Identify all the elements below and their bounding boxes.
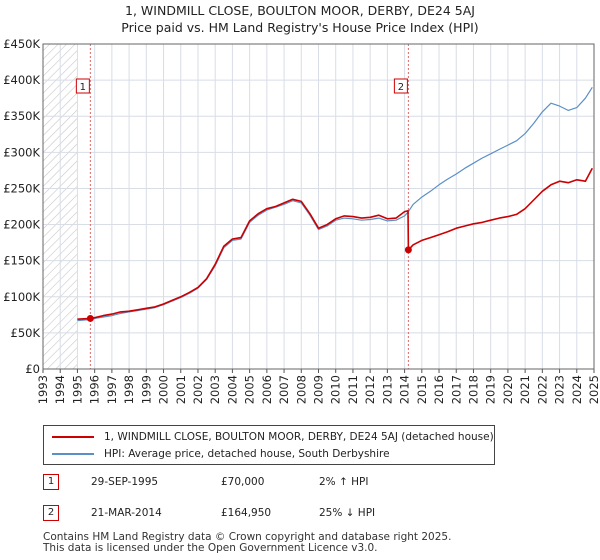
x-tick-label: 2017: [449, 375, 463, 404]
transaction-price: £70,000: [221, 476, 265, 488]
x-tick-label: 2016: [432, 375, 446, 404]
legend-label-property: 1, WINDMILL CLOSE, BOULTON MOOR, DERBY, …: [104, 431, 494, 443]
x-tick-label: 1999: [139, 375, 153, 404]
x-tick-label: 2025: [587, 375, 600, 404]
sale-point-2: [404, 246, 412, 254]
y-tick-label: £400K: [3, 73, 40, 87]
y-tick-label: £250K: [3, 181, 40, 195]
x-tick-label: 1995: [70, 375, 84, 404]
x-tick-label: 2004: [225, 375, 239, 404]
x-tick-label: 2001: [174, 375, 188, 404]
x-tick-label: 2022: [535, 375, 549, 404]
y-tick-label: £200K: [3, 218, 40, 232]
legend-item-hpi: HPI: Average price, detached house, Sout…: [52, 447, 390, 461]
y-tick-label: £50K: [11, 326, 41, 340]
property-price-line: [77, 167, 594, 320]
transaction-date: 21-MAR-2014: [91, 507, 162, 519]
x-tick-label: 2021: [518, 375, 532, 404]
x-tick-label: 2013: [380, 375, 394, 404]
transaction-badge: 1: [43, 474, 59, 490]
legend-item-property: 1, WINDMILL CLOSE, BOULTON MOOR, DERBY, …: [52, 430, 494, 444]
sale-point-1: [86, 314, 94, 322]
marker-2-label: 2: [398, 82, 404, 93]
x-tick-label: 2015: [415, 375, 429, 404]
x-tick-label: 1997: [105, 375, 119, 404]
transaction-badge: 2: [43, 505, 59, 521]
hpi-line: [77, 86, 593, 322]
y-tick-label: £300K: [3, 145, 40, 159]
x-tick-label: 2010: [329, 375, 343, 404]
y-tick-label: £350K: [3, 109, 40, 123]
price-chart: £0 £50K £100K £150K £200K £250K £300K £350K £400…: [3, 37, 600, 404]
y-tick-label: £450K: [3, 37, 40, 51]
x-tick-label: 2014: [398, 375, 412, 404]
marker-2-box: [393, 78, 408, 94]
x-tick-label: 2012: [363, 375, 377, 404]
x-tick-label: 2011: [346, 375, 360, 404]
plot-border: [42, 43, 595, 370]
x-tick-label: 2005: [243, 375, 257, 404]
x-tick-label: 2009: [312, 375, 326, 404]
x-tick-label: 1998: [122, 375, 136, 404]
transaction-date: 29-SEP-1995: [91, 476, 159, 488]
x-tick-label: 2023: [553, 375, 567, 404]
footer-copyright: Contains HM Land Registry data © Crown c…: [43, 531, 452, 543]
transaction-price: £164,950: [221, 507, 272, 519]
x-tick-label: 2024: [570, 375, 584, 404]
chart-subtitle: Price paid vs. HM Land Registry's House …: [121, 20, 479, 35]
x-tick-label: 2019: [484, 375, 498, 404]
x-tick-label: 2020: [501, 375, 515, 404]
x-tick-label: 2002: [191, 375, 205, 404]
transaction-hpi-relation: 2% ↑ HPI: [319, 476, 369, 488]
x-tick-label: 2007: [277, 375, 291, 404]
marker-1-box: [75, 78, 90, 94]
x-tick-label: 2018: [466, 375, 480, 404]
marker-1-label: 1: [80, 82, 86, 93]
y-tick-label: £0: [25, 362, 40, 376]
y-tick-label: £150K: [3, 254, 40, 268]
legend-label-hpi: HPI: Average price, detached house, Sout…: [104, 448, 390, 460]
legend-swatch-hpi: [52, 453, 94, 455]
x-tick-label: 2008: [294, 375, 308, 404]
x-tick-label: 1993: [36, 375, 50, 404]
chart-title: 1, WINDMILL CLOSE, BOULTON MOOR, DERBY, …: [125, 3, 475, 18]
x-tick-label: 2003: [208, 375, 222, 404]
x-tick-label: 2006: [260, 375, 274, 404]
legend: 1, WINDMILL CLOSE, BOULTON MOOR, DERBY, …: [43, 425, 495, 465]
x-tick-label: 1994: [53, 375, 67, 404]
y-tick-label: £100K: [3, 290, 40, 304]
x-tick-label: 1996: [88, 375, 102, 404]
transaction-hpi-relation: 25% ↓ HPI: [319, 507, 376, 519]
footer-licence: This data is licensed under the Open Gov…: [43, 542, 378, 554]
legend-swatch-property: [52, 436, 94, 438]
x-tick-label: 2000: [157, 375, 171, 404]
